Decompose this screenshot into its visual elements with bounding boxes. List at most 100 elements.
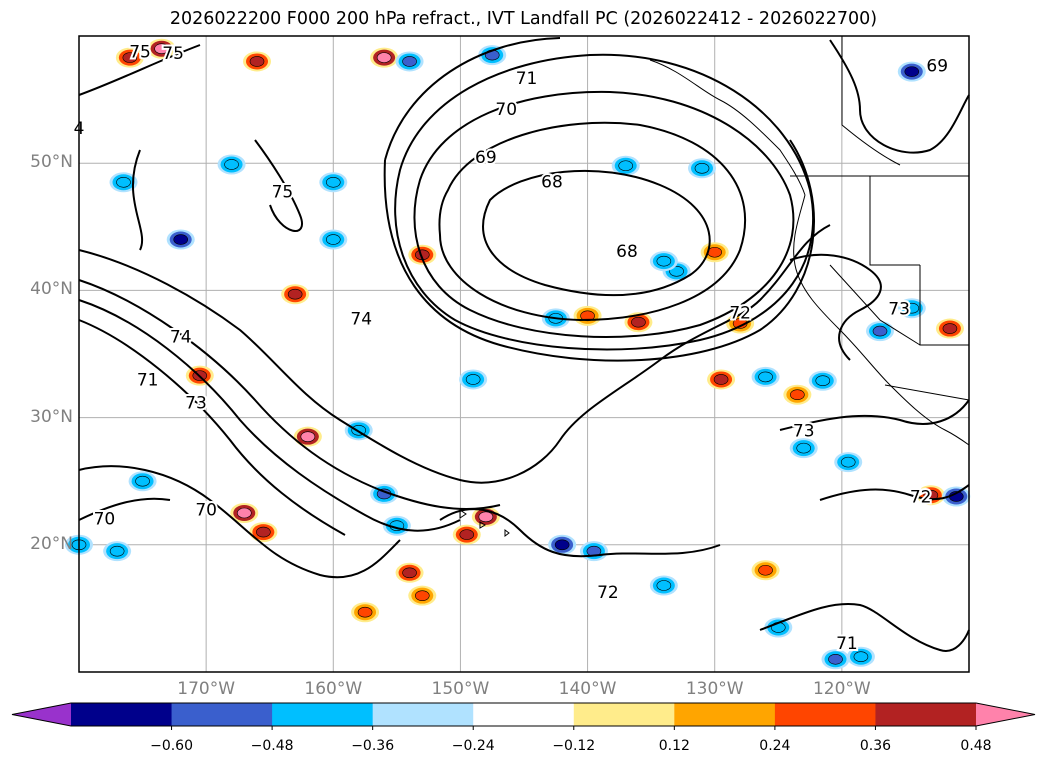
colorbar-tick-label: 0.48 (960, 738, 992, 754)
west-coast (793, 194, 970, 446)
ivt-blob (834, 452, 863, 473)
contour-label: 73 (185, 394, 207, 414)
ivt-blob-core (154, 43, 169, 55)
lon-tick-label: 150°W (431, 679, 490, 699)
ivt-blob (109, 172, 138, 193)
map-panel: 75 75 75 71 70 69 68 68 69 74 74 71 73 70 70 72 73 73 72 72… (65, 35, 971, 673)
ivt-blob (281, 284, 310, 305)
ivt-blob (459, 369, 488, 390)
contour-ring-70 (413, 90, 795, 338)
colorbar-tick-label: −0.60 (150, 738, 193, 754)
ivt-blob-core (853, 651, 869, 663)
contour-label: 70 (195, 500, 217, 520)
lon-tick-label: 140°W (558, 679, 617, 699)
ivt-blob (935, 318, 964, 339)
colorbar-tick-label: −0.48 (250, 738, 294, 754)
ivt-blob (128, 471, 157, 492)
alaska-border (841, 36, 901, 166)
colorbar-bin (875, 703, 977, 726)
colorbar-bin (171, 703, 273, 726)
ivt-blob (319, 172, 348, 193)
ivt-blob-core (135, 475, 150, 487)
ivt-blob (243, 51, 271, 72)
ivt-blob-core (942, 323, 958, 334)
contour-southeast-b (819, 484, 970, 501)
state-border-c (919, 265, 969, 346)
ivt-blob (897, 61, 926, 82)
contour-ring-inner (482, 169, 711, 297)
colorbar-bin (473, 703, 575, 726)
ivt-blob-core (656, 580, 672, 591)
ivt-blob (897, 298, 926, 319)
ivt-blob (293, 426, 322, 447)
ivt-blob (649, 251, 678, 272)
ivt-blob (707, 369, 736, 390)
colorbar-bin (272, 703, 374, 726)
contour-label: 69 (475, 148, 497, 168)
contour-south-a (78, 465, 401, 579)
contour-label: 72 (729, 303, 751, 323)
ivt-blob (217, 154, 246, 175)
ivt-blob-core (669, 266, 684, 277)
ivt-blob (166, 229, 195, 250)
colorbar-extend-low (12, 703, 71, 726)
state-border-b (829, 264, 921, 346)
ivt-blob-core (173, 234, 189, 245)
colorbar-tick-label: 0.36 (859, 738, 892, 754)
ivt-blob-core (325, 234, 341, 245)
ivt-blob (548, 534, 577, 555)
lat-tick-label: 40°N (30, 279, 73, 300)
contour-band-b (78, 279, 501, 510)
ivt-blob (408, 585, 437, 606)
map-title: 2026022200 F000 200 hPa refract., IVT La… (169, 9, 878, 29)
ivt-blob (319, 229, 348, 250)
colorbar-tick-label: −0.12 (552, 738, 596, 754)
ivt-blob-core (256, 526, 271, 538)
ivt-blob-core (478, 511, 494, 523)
ivt-blob-core (758, 371, 773, 383)
ivt-blob (115, 47, 144, 68)
ivt-blob (573, 305, 602, 326)
ivt-blob-core (465, 374, 481, 385)
contour-label: 75 (162, 44, 184, 64)
ivt-blob-core (357, 606, 373, 618)
colorbar-tick-label: −0.36 (351, 738, 395, 754)
lon-tick-label: 160°W (304, 679, 363, 699)
colorbar-tick-label: 0.24 (759, 738, 791, 754)
colorbar-bin (372, 703, 474, 726)
ivt-blob-core (224, 159, 239, 170)
coastlines-borders (459, 36, 970, 537)
ivt-blob (370, 47, 399, 68)
ivt-blob (649, 575, 678, 596)
colorbar-tick-label: 0.60 (1042, 738, 1047, 754)
ivt-blob (452, 524, 481, 545)
colorbar-tick-label: −0.24 (451, 738, 495, 754)
colorbar-bin (71, 703, 173, 726)
contour-ring-71 (394, 53, 815, 351)
ivt-blob-core (376, 52, 392, 63)
ivt-blob (579, 541, 608, 562)
contour-east-b (829, 39, 970, 154)
contour-label: 74 (170, 327, 192, 347)
ivt-blob-core (840, 456, 856, 468)
colorbar-outline (11, 702, 1036, 727)
colorbar-bin (674, 703, 776, 726)
lon-tick-label: 130°W (685, 679, 744, 699)
contour-southeast-c (759, 603, 970, 652)
ivt-blob (351, 602, 380, 623)
lon-tick-label: 120°W (812, 679, 871, 699)
ivt-blob (764, 617, 793, 638)
refractivity-contours (78, 37, 970, 652)
ivt-blob-core (904, 302, 920, 314)
ivt-blob-core (618, 160, 634, 172)
ivt-blob-core (656, 255, 672, 267)
colorbar (11, 702, 1036, 730)
contour-label: 70 (495, 100, 517, 120)
ivt-blob-core (796, 442, 812, 454)
ivt-blob (821, 649, 850, 670)
ivt-blob-core (300, 431, 316, 442)
colorbar-tick-label: 0.12 (658, 738, 690, 754)
ivt-blob-core (249, 56, 265, 67)
contour-label: 70 (94, 509, 116, 529)
